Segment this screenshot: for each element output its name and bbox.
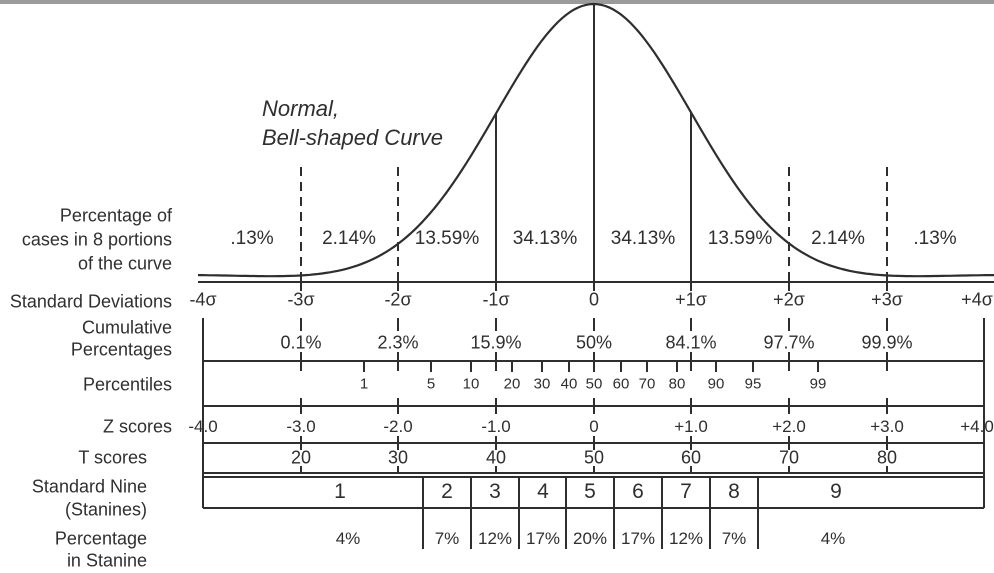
row-label-cumulative-2: Percentages bbox=[70, 339, 172, 360]
row-label-t-scores: T scores bbox=[78, 447, 147, 468]
z-score-label: +4.0 bbox=[960, 417, 994, 436]
curve-title-line2: Bell-shaped Curve bbox=[262, 125, 443, 150]
z-score-label: 0 bbox=[589, 417, 599, 436]
stanine-label: 8 bbox=[728, 480, 740, 503]
percentile-label: 5 bbox=[426, 375, 436, 393]
z-score-label: -2.0 bbox=[383, 417, 413, 436]
z-score-label: -1.0 bbox=[481, 417, 511, 436]
portion-pct-label: 2.14% bbox=[322, 228, 376, 249]
bell-curve-path bbox=[198, 2, 994, 278]
top-border-bar bbox=[0, 0, 994, 4]
percentile-label: 70 bbox=[638, 375, 656, 393]
z-score-label: -4.0 bbox=[188, 417, 218, 436]
t-score-label: 60 bbox=[680, 447, 702, 468]
t-score-label: 50 bbox=[583, 447, 605, 468]
cumulative-pct-label: 84.1% bbox=[665, 332, 717, 353]
row-label-standard-deviations: Standard Deviations bbox=[9, 291, 172, 312]
row-label-stanines-2: (Stanines) bbox=[64, 499, 147, 520]
t-score-label: 70 bbox=[778, 447, 800, 468]
percentile-label: 30 bbox=[533, 375, 551, 393]
cumulative-pct-label: 2.3% bbox=[377, 332, 419, 353]
row-label-portions-2: cases in 8 portions bbox=[21, 229, 172, 250]
cumulative-pct-label: 0.1% bbox=[280, 332, 322, 353]
portion-pct-label: .13% bbox=[913, 228, 957, 249]
curve-title-line1: Normal, bbox=[262, 96, 340, 121]
stanine-pct-label: 12% bbox=[668, 529, 704, 548]
percentile-label: 60 bbox=[612, 375, 630, 393]
portion-pct-label: 2.14% bbox=[811, 228, 865, 249]
row-label-stanines-1: Standard Nine bbox=[31, 476, 147, 497]
stanine-label: 6 bbox=[632, 480, 644, 503]
stanine-label: 4 bbox=[537, 480, 549, 503]
stanine-label: 9 bbox=[830, 480, 842, 503]
percentile-label: 20 bbox=[503, 375, 521, 393]
portion-pct-label: 13.59% bbox=[707, 228, 773, 249]
portion-pct-label: 34.13% bbox=[610, 228, 676, 249]
row-label-cumulative-1: Cumulative bbox=[81, 317, 172, 338]
sd-tick-label: 0 bbox=[588, 289, 600, 310]
curve-title: Normal, Bell-shaped Curve bbox=[262, 94, 443, 152]
row-label-stanine-pct-2: in Stanine bbox=[66, 550, 147, 571]
sd-tick-label: +1σ bbox=[675, 289, 707, 310]
row-label-portions-3: of the curve bbox=[77, 253, 172, 274]
portion-pct-label: .13% bbox=[230, 228, 274, 249]
stanine-pct-label: 7% bbox=[434, 529, 460, 548]
z-score-label: -3.0 bbox=[286, 417, 316, 436]
row-label-stanine-pct-1: Percentage bbox=[54, 528, 147, 549]
stanine-pct-label: 20% bbox=[572, 529, 608, 548]
sd-tick-label: -4σ bbox=[189, 289, 217, 310]
t-score-label: 20 bbox=[290, 447, 312, 468]
sd-tick-label: +2σ bbox=[773, 289, 805, 310]
cumulative-pct-label: 97.7% bbox=[763, 332, 815, 353]
stanine-label: 3 bbox=[489, 480, 501, 503]
z-score-label: +1.0 bbox=[674, 417, 708, 436]
percentile-label: 90 bbox=[707, 375, 725, 393]
percentile-label: 50 bbox=[585, 375, 603, 393]
row-label-percentiles: Percentiles bbox=[82, 374, 172, 395]
z-score-label: +2.0 bbox=[772, 417, 806, 436]
portion-pct-label: 34.13% bbox=[512, 228, 578, 249]
stanine-label: 5 bbox=[584, 480, 596, 503]
cumulative-pct-label: 15.9% bbox=[470, 332, 522, 353]
t-score-label: 30 bbox=[387, 447, 409, 468]
cumulative-pct-label: 50% bbox=[575, 332, 613, 353]
stanine-pct-label: 7% bbox=[721, 529, 747, 548]
stanine-pct-label: 17% bbox=[525, 529, 561, 548]
row-label-z-scores: Z scores bbox=[102, 416, 172, 437]
portion-pct-label: 13.59% bbox=[414, 228, 480, 249]
sd-tick-label: +4σ bbox=[961, 289, 993, 310]
row-label-portions-1: Percentage of bbox=[59, 205, 172, 226]
sd-tick-label: -2σ bbox=[384, 289, 412, 310]
z-score-label: +3.0 bbox=[870, 417, 904, 436]
stanine-pct-label: 17% bbox=[620, 529, 656, 548]
stanine-label: 1 bbox=[334, 480, 346, 503]
stanine-pct-label: 4% bbox=[820, 529, 846, 548]
percentile-label: 95 bbox=[744, 375, 762, 393]
t-score-label: 80 bbox=[876, 447, 898, 468]
sd-tick-label: -3σ bbox=[287, 289, 315, 310]
stanine-label: 2 bbox=[441, 480, 453, 503]
percentile-label: 80 bbox=[668, 375, 686, 393]
percentile-label: 1 bbox=[359, 375, 369, 393]
sd-tick-label: +3σ bbox=[871, 289, 903, 310]
percentile-label: 99 bbox=[809, 375, 827, 393]
t-score-label: 40 bbox=[485, 447, 507, 468]
stanine-label: 7 bbox=[680, 480, 692, 503]
percentile-label: 10 bbox=[462, 375, 480, 393]
cumulative-pct-label: 99.9% bbox=[861, 332, 913, 353]
sd-tick-label: -1σ bbox=[482, 289, 510, 310]
stanine-pct-label: 12% bbox=[477, 529, 513, 548]
percentile-label: 40 bbox=[560, 375, 578, 393]
stanine-pct-label: 4% bbox=[335, 529, 361, 548]
